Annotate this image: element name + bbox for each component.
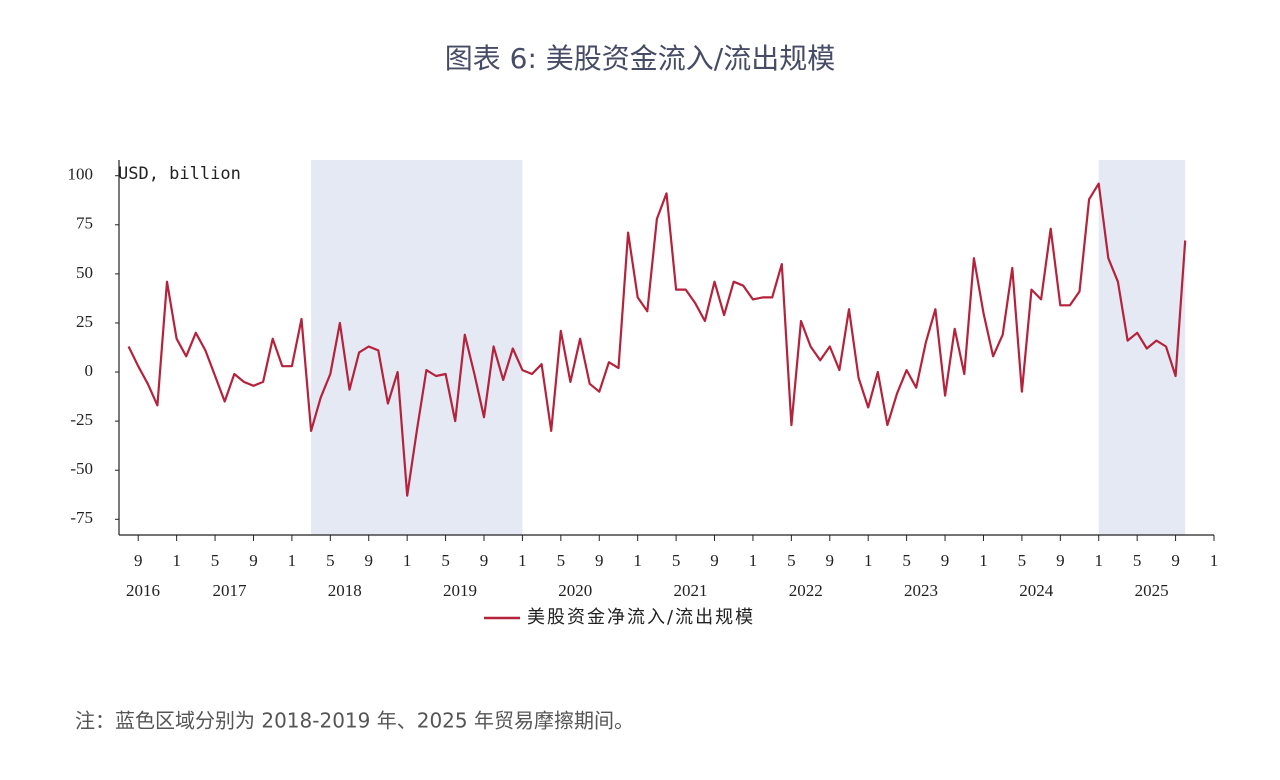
x-tick-label: 9 (480, 551, 489, 570)
chart-title: 图表 6: 美股资金流入/流出规模 (445, 42, 835, 75)
x-tick-label: 9 (364, 551, 373, 570)
x-tick-label: 5 (441, 551, 450, 570)
x-tick-label: 1 (749, 551, 758, 570)
x-tick-label: 1 (1094, 551, 1103, 570)
x-tick-label: 9 (1056, 551, 1065, 570)
x-tick-label: 1 (979, 551, 988, 570)
y-tick-label: 0 (85, 361, 94, 380)
year-label: 2017 (212, 581, 247, 600)
x-tick-label: 1 (518, 551, 527, 570)
y-tick-label: -75 (70, 508, 93, 527)
x-tick-label: 5 (326, 551, 335, 570)
series-line (127, 182, 1187, 497)
y-axis-label: USD, billion (118, 164, 241, 184)
x-tick-label: 5 (211, 551, 220, 570)
y-tick-label: -25 (70, 410, 93, 429)
y-tick-label: -50 (70, 459, 93, 478)
x-tick-label: 5 (902, 551, 911, 570)
year-label: 2018 (328, 581, 362, 600)
y-tick-label: 50 (76, 263, 93, 282)
shaded-period (311, 160, 523, 535)
legend-label: 美股资金净流入/流出规模 (527, 607, 755, 628)
x-tick-label: 5 (557, 551, 566, 570)
shaded-period (1098, 160, 1186, 535)
year-label: 2016 (126, 581, 160, 600)
x-tick-label: 1 (633, 551, 642, 570)
year-label: 2019 (443, 581, 477, 600)
x-tick-label: 5 (672, 551, 681, 570)
x-tick-label: 9 (1171, 551, 1180, 570)
x-tick-label: 9 (710, 551, 719, 570)
x-tick-label: 1 (864, 551, 873, 570)
x-tick-label: 1 (403, 551, 412, 570)
year-label: 2024 (1019, 581, 1054, 600)
x-tick-label: 9 (826, 551, 835, 570)
y-tick-label: 75 (76, 214, 93, 233)
year-label: 2020 (558, 581, 592, 600)
y-tick-label: 100 (68, 165, 94, 184)
x-tick-label: 9 (941, 551, 950, 570)
x-tick-label: 1 (172, 551, 181, 570)
year-label: 2022 (789, 581, 823, 600)
x-tick-label: 1 (288, 551, 297, 570)
note: 注：蓝色区域分别为 2018-2019 年、2025 年贸易摩擦期间。 (75, 709, 634, 733)
x-tick-label: 9 (249, 551, 258, 570)
x-tick-label: 9 (595, 551, 604, 570)
year-label: 2021 (674, 581, 708, 600)
x-tick-label: 5 (787, 551, 796, 570)
x-tick-label: 5 (1018, 551, 1027, 570)
x-tick-label: 5 (1133, 551, 1142, 570)
x-tick-label: 1 (1210, 551, 1219, 570)
year-label: 2025 (1135, 581, 1169, 600)
year-label: 2023 (904, 581, 938, 600)
y-tick-label: 25 (76, 312, 93, 331)
x-tick-label: 9 (134, 551, 143, 570)
